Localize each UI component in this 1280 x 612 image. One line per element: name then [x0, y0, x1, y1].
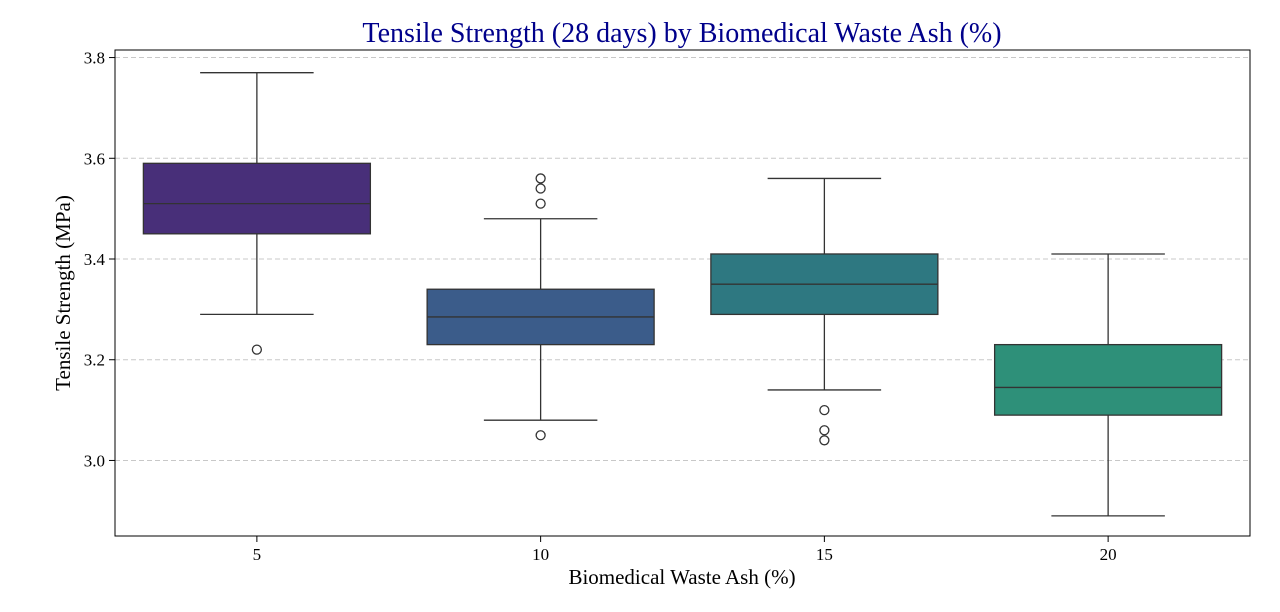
box-group-10 [426, 173, 655, 441]
y-axis-label: Tensile Strength (MPa) [51, 195, 75, 391]
x-axis-label: Biomedical Waste Ash (%) [568, 565, 795, 589]
outlier-point [535, 183, 546, 194]
axis-ticks: 3.0 3.2 3.4 3.6 3.8 5 10 15 20 [84, 49, 1117, 564]
box-group-20 [993, 253, 1223, 517]
outlier-point [535, 173, 546, 184]
plot-area-frame [114, 49, 1251, 537]
iqr-box [142, 162, 372, 235]
box-group-5 [142, 72, 372, 355]
outlier-point [251, 344, 263, 355]
y-tick-label: 3.0 [84, 451, 105, 470]
x-tick-label: 10 [532, 545, 549, 564]
boxes-layer [142, 72, 1223, 517]
outlier-point [535, 430, 546, 441]
box-group-15 [710, 177, 939, 446]
y-tick-label: 3.6 [84, 149, 105, 168]
x-tick-label: 5 [253, 545, 262, 564]
x-tick-label: 20 [1100, 545, 1117, 564]
outlier-point [819, 425, 830, 436]
outlier-point [535, 198, 546, 209]
y-tick-label: 3.8 [84, 49, 105, 68]
outlier-point [819, 404, 830, 416]
y-tick-label: 3.4 [84, 250, 106, 269]
chart-title: Tensile Strength (28 days) by Biomedical… [362, 18, 1001, 49]
iqr-box [993, 343, 1223, 416]
x-tick-label: 15 [816, 545, 833, 564]
outlier-point [819, 435, 830, 446]
y-tick-label: 3.2 [84, 351, 105, 370]
